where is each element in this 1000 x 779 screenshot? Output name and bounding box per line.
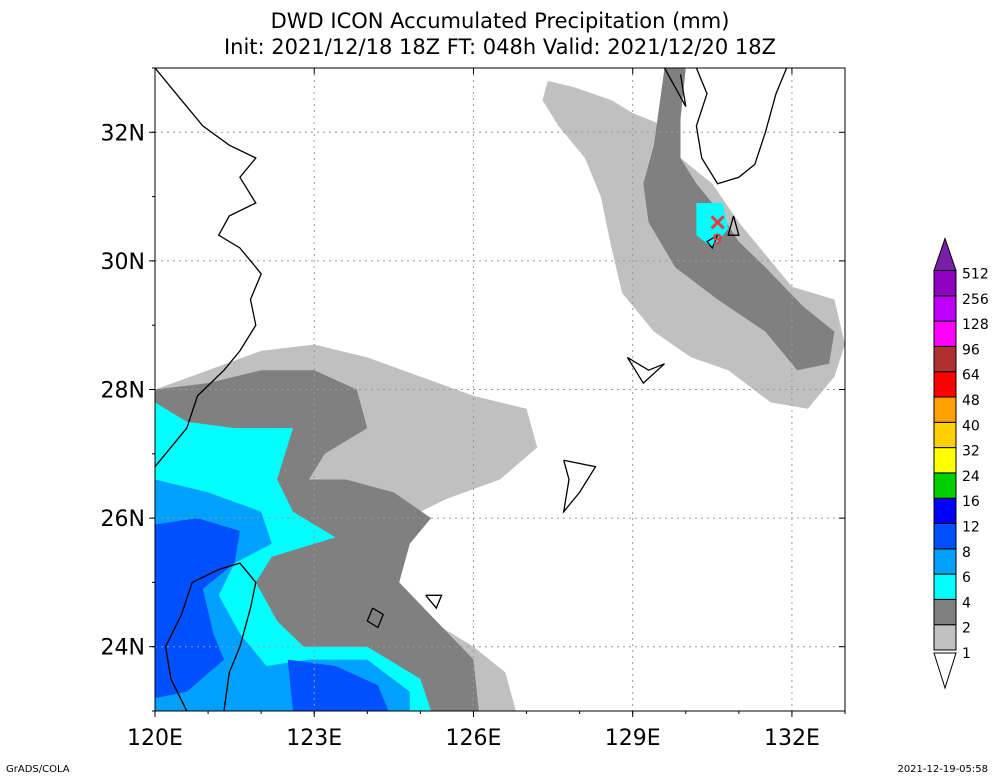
precip-region (643, 68, 835, 371)
y-tick-label: 24N (101, 636, 145, 661)
colorbar-label: 40 (962, 418, 980, 434)
colorbar-swatch (933, 396, 957, 423)
colorbar-label: 128 (962, 317, 989, 333)
colorbar-label: 32 (962, 444, 980, 460)
coastline (727, 215, 740, 236)
colorbar-swatch (933, 295, 957, 322)
colorbar-swatch (933, 598, 957, 626)
coastline (191, 562, 257, 711)
y-axis-ticks: 24N 26N 28N 30N 32N (101, 67, 845, 712)
colorbar-label: 96 (962, 342, 980, 358)
colorbar-top-arrow (933, 236, 957, 271)
x-tick-label: 126E (446, 726, 502, 751)
colorbar-label: 6 (962, 570, 971, 586)
y-tick-label: 30N (101, 250, 145, 275)
chart-subtitle: Init: 2021/12/18 18Z FT: 048h Valid: 202… (223, 35, 777, 59)
colorbar-bottom-arrow (933, 652, 957, 690)
colorbar-swatch (933, 421, 957, 449)
colorbar-label: 48 (962, 393, 980, 409)
colorbar-swatch (933, 573, 957, 600)
y-tick-label: 32N (101, 121, 145, 146)
coastline (695, 68, 788, 185)
colorbar-swatch (933, 345, 957, 373)
typhoon-marker: 9 (710, 215, 725, 248)
colorbar-label: 16 (962, 494, 980, 510)
precip-region (696, 203, 729, 248)
colorbar-label: 64 (962, 368, 980, 384)
colorbar-swatch (933, 624, 957, 651)
y-tick-label: 26N (101, 507, 145, 532)
footer-timestamp: 2021-12-19-05:58 (897, 764, 988, 775)
colorbar-swatch (933, 548, 957, 575)
x-axis-ticks: 120E 123E 126E 129E 132E (127, 68, 846, 751)
coastline (626, 356, 665, 385)
coastline (425, 594, 443, 610)
y-tick-label: 28N (101, 379, 145, 404)
colorbar-swatch (933, 447, 957, 474)
colorbar-swatch (933, 320, 957, 347)
coastline (155, 68, 262, 468)
x-tick-label: 129E (605, 726, 661, 751)
colorbar-swatch (933, 371, 957, 398)
x-tick-label: 132E (764, 726, 820, 751)
coastline (366, 607, 385, 629)
marker-cross-b (710, 215, 725, 230)
x-tick-label: 123E (286, 726, 342, 751)
colorbar-label: 12 (962, 520, 980, 536)
colorbar-swatch (933, 497, 957, 525)
colorbar-label: 512 (962, 267, 989, 283)
precip-region (287, 659, 389, 711)
coastline (663, 68, 687, 107)
precip-regions (155, 68, 845, 711)
colorbar-label: 4 (962, 595, 971, 611)
colorbar-swatch (933, 472, 957, 499)
coastline (562, 459, 597, 514)
precip-region (155, 518, 240, 699)
colorbar-label: 1 (962, 646, 971, 662)
footer-credit: GrADS/COLA (6, 764, 70, 775)
coastlines (155, 68, 788, 711)
marker-label: 9 (712, 230, 722, 248)
coastline (706, 234, 719, 250)
colorbar-label: 256 (962, 292, 989, 308)
coastline (164, 582, 193, 711)
colorbar-label: 2 (962, 621, 971, 637)
x-tick-label: 120E (127, 726, 183, 751)
chart-title: DWD ICON Accumulated Precipitation (mm) (270, 9, 730, 33)
colorbar-swatch (933, 270, 957, 297)
colorbar-label: 24 (962, 469, 980, 485)
colorbar-swatch (933, 523, 957, 550)
colorbar-label: 8 (962, 545, 971, 561)
